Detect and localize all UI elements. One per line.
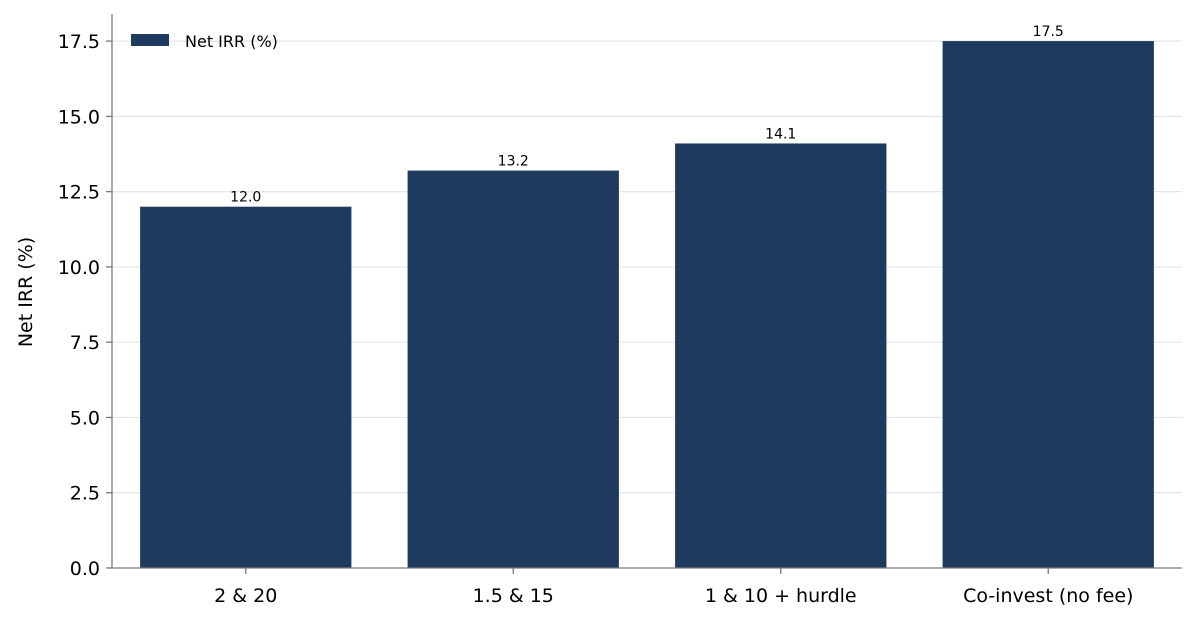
y-axis-title: Net IRR (%) bbox=[15, 237, 37, 347]
y-tick-label: 5.0 bbox=[70, 407, 100, 429]
legend: Net IRR (%) bbox=[131, 32, 278, 51]
x-tick-label: 1.5 & 15 bbox=[473, 585, 554, 607]
x-tick-label: Co-invest (no fee) bbox=[963, 585, 1133, 607]
legend-label: Net IRR (%) bbox=[185, 32, 278, 51]
bar bbox=[942, 41, 1154, 568]
y-tick-label: 0.0 bbox=[70, 558, 100, 580]
legend-swatch bbox=[131, 34, 169, 46]
x-tick-label: 2 & 20 bbox=[214, 585, 277, 607]
y-tick-label: 17.5 bbox=[58, 31, 100, 53]
bar-value-label: 14.1 bbox=[765, 126, 796, 142]
bar-value-label: 17.5 bbox=[1033, 24, 1064, 40]
y-tick-label: 2.5 bbox=[70, 483, 100, 505]
bar bbox=[407, 170, 619, 568]
bar bbox=[140, 206, 352, 568]
bar-value-label: 12.0 bbox=[230, 190, 261, 206]
axis-layer: 0.0 2.5 5.0 7.5 10.0 12.5 15.0 17.5 2 & 20 1.5 & … bbox=[58, 14, 1182, 607]
bar-value-label: 13.2 bbox=[498, 154, 529, 170]
bar bbox=[675, 143, 887, 568]
bar-layer bbox=[140, 41, 1154, 568]
x-tick-label: 1 & 10 + hurdle bbox=[705, 585, 857, 607]
label-layer: 12.0 13.2 14.1 17.5 bbox=[230, 24, 1064, 206]
y-tick-label: 10.0 bbox=[58, 257, 100, 279]
y-tick-label: 12.5 bbox=[58, 182, 100, 204]
y-tick-label: 15.0 bbox=[58, 106, 100, 128]
y-tick-label: 7.5 bbox=[70, 332, 100, 354]
